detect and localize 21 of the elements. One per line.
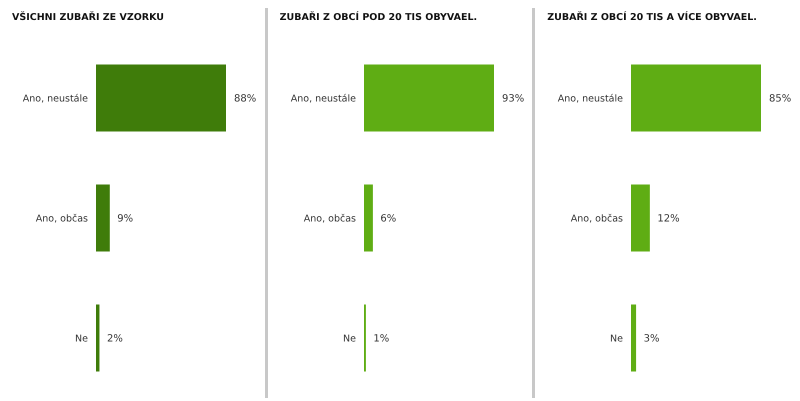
chart-title: VŠICHNI ZUBAŘI ZE VZORKU xyxy=(12,12,164,23)
y-tick-label: Ano, občas xyxy=(303,213,356,224)
y-tick-label: Ano, neustále xyxy=(290,93,356,104)
y-tick-label: Ano, občas xyxy=(571,213,624,224)
data-label: 3% xyxy=(644,334,660,345)
data-label: 9% xyxy=(117,214,134,225)
y-tick-label: Ne xyxy=(610,333,624,344)
data-label: 2% xyxy=(106,334,123,345)
data-label: 1% xyxy=(373,334,389,345)
data-label: 12% xyxy=(658,214,680,225)
data-label: 93% xyxy=(502,94,524,105)
chart-title: ZUBAŘI Z OBCÍ 20 TIS A VÍCE OBYVAEL. xyxy=(547,12,757,23)
data-label: 85% xyxy=(769,94,792,105)
data-label: 88% xyxy=(234,94,256,105)
chart-title: ZUBAŘI Z OBCÍ POD 20 TIS OBYVAEL. xyxy=(280,12,478,23)
y-tick-label: Ano, neustále xyxy=(22,93,88,104)
y-tick-label: Ne xyxy=(75,333,88,344)
y-tick-label: Ano, neustále xyxy=(558,93,624,104)
data-label: 6% xyxy=(380,214,396,225)
y-tick-label: Ne xyxy=(342,333,356,344)
y-tick-label: Ano, občas xyxy=(36,213,88,224)
